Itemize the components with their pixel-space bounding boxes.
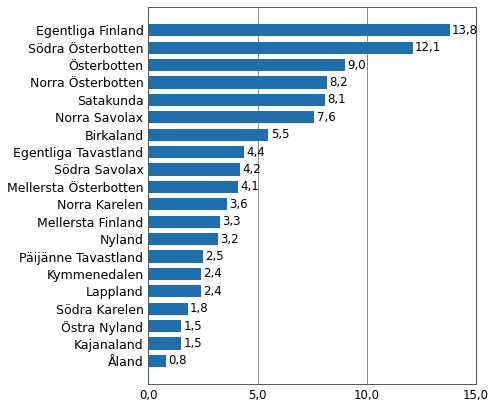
Bar [148,268,201,280]
Bar [148,285,201,297]
Bar [148,76,327,88]
Bar [148,355,166,367]
Bar [148,163,240,175]
Bar [148,181,238,193]
Bar [148,233,218,245]
Bar [148,146,245,158]
Text: 4,4: 4,4 [247,146,265,159]
Text: 1,8: 1,8 [190,302,208,315]
Bar [148,128,268,141]
Text: 1,5: 1,5 [183,337,202,350]
Bar [148,303,187,315]
Text: 4,1: 4,1 [240,180,259,193]
Text: 3,3: 3,3 [223,215,241,228]
Text: 8,2: 8,2 [330,76,348,89]
Bar [148,216,220,228]
Text: 3,6: 3,6 [229,198,248,211]
Bar [148,337,181,350]
Bar [148,111,314,124]
Text: 2,4: 2,4 [203,285,222,298]
Bar [148,320,181,332]
Bar [148,41,413,54]
Bar [148,24,450,36]
Bar [148,94,325,106]
Bar [148,59,345,71]
Text: 0,8: 0,8 [168,355,186,367]
Text: 5,5: 5,5 [271,128,289,141]
Bar [148,198,227,210]
Text: 13,8: 13,8 [452,24,478,37]
Text: 8,1: 8,1 [327,93,346,106]
Text: 9,0: 9,0 [347,58,366,72]
Text: 12,1: 12,1 [415,41,441,54]
Bar [148,250,203,263]
Text: 1,5: 1,5 [183,320,202,333]
Text: 7,6: 7,6 [316,111,335,124]
Text: 4,2: 4,2 [242,163,261,176]
Text: 3,2: 3,2 [220,233,239,245]
Text: 2,5: 2,5 [205,250,224,263]
Text: 2,4: 2,4 [203,267,222,281]
